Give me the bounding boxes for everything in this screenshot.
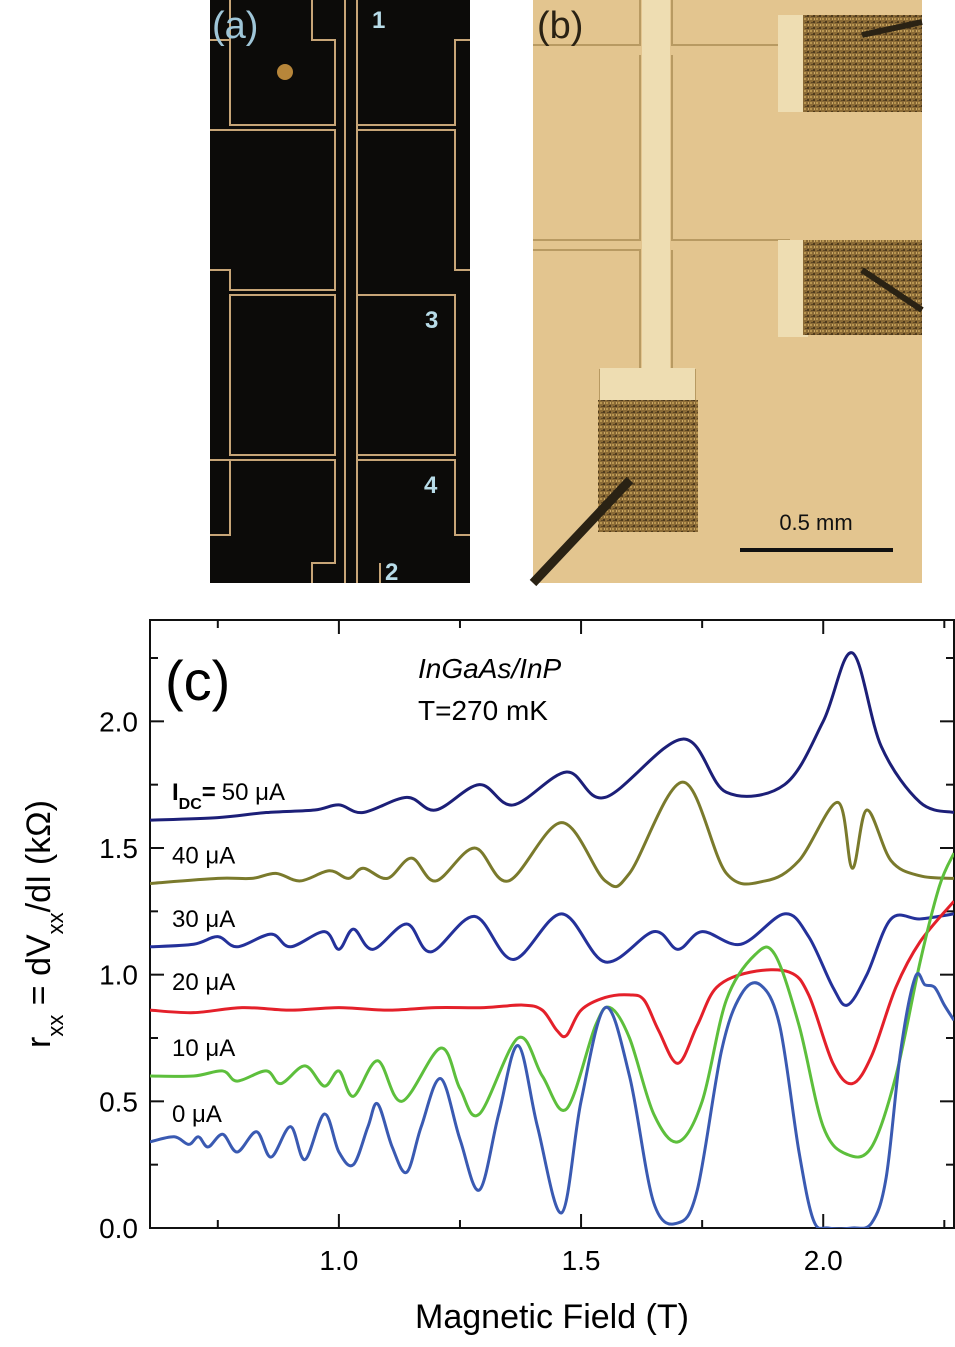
series-label-part: = — [202, 779, 216, 806]
panel-label: (c) — [165, 649, 230, 712]
series-label-part: I — [172, 779, 179, 806]
y-tick-label: 2.0 — [99, 706, 138, 737]
series-label-part: DC — [179, 796, 203, 813]
data-line — [150, 900, 954, 1086]
data-line — [150, 651, 954, 822]
series-label: 20 μA — [172, 969, 235, 996]
marker: 1 — [372, 7, 385, 34]
x-tick-label: 1.0 — [319, 1245, 358, 1276]
series-label: 10 μA — [172, 1035, 235, 1062]
y-axis-title-part: xx — [43, 1015, 68, 1037]
y-tick-label: 0.5 — [99, 1086, 138, 1117]
x-tick-label: 1.5 — [562, 1245, 601, 1276]
series-label: 0 μA — [172, 1101, 222, 1128]
y-axis-title-part: = dV — [20, 934, 58, 1015]
data-line — [150, 780, 954, 889]
scale-bar-label: 0.5 mm — [779, 510, 852, 535]
x-axis-title: Magnetic Field (T) — [415, 1298, 689, 1336]
series-label-part: 50 μA — [222, 779, 285, 806]
series-label: 30 μA — [172, 906, 235, 933]
panel-label: (a) — [212, 5, 258, 47]
data-line — [150, 972, 954, 1228]
y-axis-title-part: /dI (kΩ) — [20, 800, 58, 912]
y-tick-label: 1.0 — [99, 960, 138, 991]
annotation: T=270 mK — [418, 695, 548, 726]
series-label: IDC= 50 μA — [172, 779, 285, 813]
photo-a: (a) 1 3 4 2 — [210, 0, 470, 586]
y-tick-label: 0.0 — [99, 1213, 138, 1244]
x-tick-label: 2.0 — [804, 1245, 843, 1276]
marker: 4 — [424, 472, 438, 499]
annotation: InGaAs/InP — [418, 653, 562, 684]
plot-frame — [149, 619, 955, 1229]
series-label: 40 μA — [172, 842, 235, 869]
marker: 3 — [425, 307, 438, 334]
data-line — [150, 852, 954, 1159]
y-axis-title: rxx = dVxx/dI (kΩ) — [20, 800, 68, 1048]
panel-label: (b) — [537, 5, 583, 47]
y-axis-title-part: xx — [43, 912, 68, 934]
marker: 2 — [385, 559, 398, 586]
data-line — [150, 912, 954, 1007]
photo-b: (b) 0.5 mm — [529, 0, 924, 587]
y-tick-label: 1.5 — [99, 833, 138, 864]
y-axis-title-part: r — [20, 1037, 58, 1048]
